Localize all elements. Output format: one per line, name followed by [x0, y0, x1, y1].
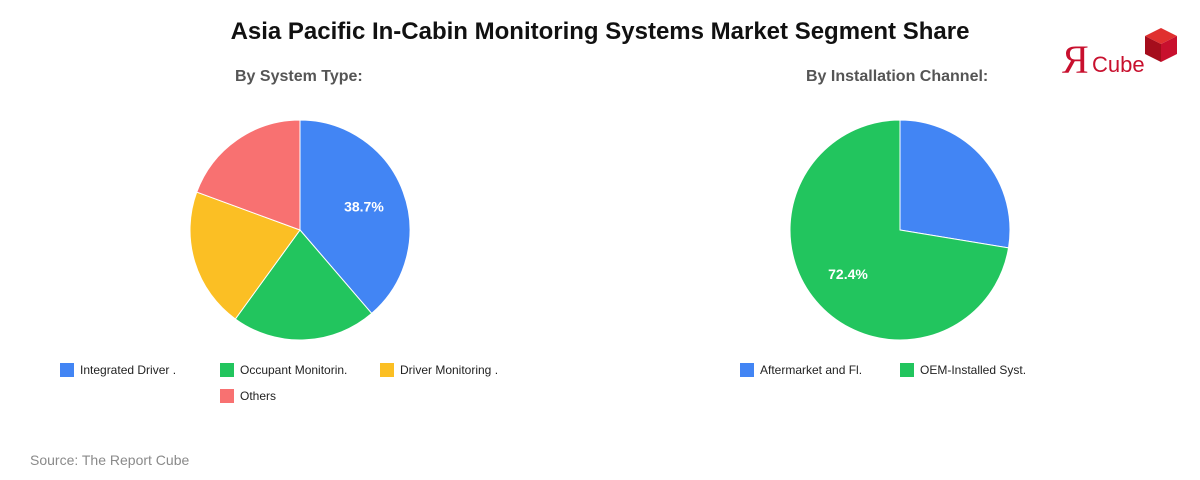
legend-swatch	[220, 363, 234, 377]
report-cube-logo[interactable]: Я Cube	[1062, 26, 1182, 82]
source-note: Source: The Report Cube	[30, 452, 190, 468]
pie-slice[interactable]	[299, 119, 411, 315]
legend-swatch	[740, 363, 754, 377]
pie-slice[interactable]	[196, 119, 301, 231]
legend-label: Others	[240, 389, 277, 403]
chart-title: Asia Pacific In-Cabin Monitoring Systems…	[230, 18, 970, 45]
logo-text: Cube	[1092, 52, 1145, 77]
legend-item[interactable]: Integrated Driver .	[60, 362, 176, 378]
red-cube-icon	[1145, 28, 1177, 62]
legend-item[interactable]: Driver Monitoring .	[380, 362, 498, 378]
legend-label: OEM-Installed Syst.	[920, 363, 1027, 377]
legend-item[interactable]: Others	[220, 388, 276, 404]
legend-label: Aftermarket and Fl.	[760, 363, 863, 377]
legend-label: Occupant Monitorin.	[240, 363, 348, 377]
legend-item[interactable]: Aftermarket and Fl.	[740, 362, 862, 378]
logo-mark: Я	[1062, 37, 1089, 82]
legend-item[interactable]: Occupant Monitorin.	[220, 362, 347, 378]
legend-label: Driver Monitoring .	[400, 363, 499, 377]
pie-slice[interactable]	[234, 229, 373, 341]
pie-slice[interactable]	[189, 191, 301, 320]
legend-swatch	[900, 363, 914, 377]
legend-label: Integrated Driver .	[80, 363, 177, 377]
pie-slice[interactable]	[789, 119, 1010, 341]
legend-swatch	[380, 363, 394, 377]
legend-swatch	[60, 363, 74, 377]
legend-item[interactable]: OEM-Installed Syst.	[900, 362, 1026, 378]
pie-chart-system-type: 38.7%	[189, 119, 411, 341]
pie-slice[interactable]	[899, 119, 1011, 249]
legend-swatch	[220, 389, 234, 403]
pie-chart-installation-channel: 72.4%	[789, 119, 1011, 341]
pie-data-label: 38.7%	[344, 198, 384, 214]
pie-title-system-type: By System Type:	[235, 68, 363, 85]
pie-data-label: 72.4%	[828, 266, 868, 282]
pie-title-installation-channel: By Installation Channel:	[806, 68, 989, 85]
